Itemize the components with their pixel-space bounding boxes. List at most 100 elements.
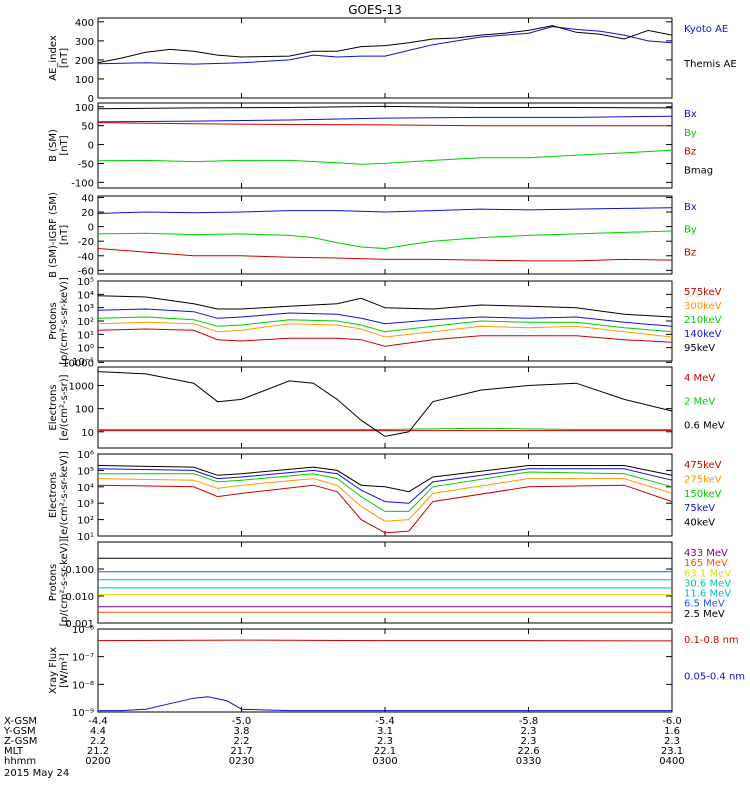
legend-entry: 95keV (684, 343, 715, 354)
axis-row-value: -5.8 (519, 716, 539, 727)
y-tick-label: 20 (81, 208, 94, 219)
y-tick-label: 10000 (62, 358, 94, 369)
y-tick-label: 10⁻⁸ (72, 680, 94, 691)
axis-row-value: 0200 (85, 756, 110, 767)
series-line (97, 207, 673, 214)
x-axis-rows: X-GSM -4.4 -5.0 -5.4 -5.8 -6.0Y-GSM 4.4 3.8 3.1 2… (3, 716, 685, 767)
legend-entry: Bz (684, 247, 696, 258)
legend-entry: 75keV (684, 503, 715, 514)
series-line (97, 639, 673, 642)
y-tick-label: 300 (75, 37, 94, 48)
axis-row-value: -6.0 (662, 716, 682, 727)
series-line (97, 105, 673, 110)
panel-frame (97, 195, 673, 275)
axis-row-value: 23.1 (661, 746, 683, 757)
legend-entry: 165 MeV (684, 558, 728, 569)
y-tick-label: 10⁴ (77, 290, 94, 301)
axis-row-value: 1.6 (664, 726, 680, 737)
axis-row-name: MLT (4, 746, 24, 757)
axis-row-name: Y-GSM (3, 726, 36, 737)
series-line (97, 26, 673, 65)
series-line (98, 471, 673, 512)
legend-entry: 2.5 MeV (684, 609, 725, 620)
y-axis-label: Electrons[e/(cm²-s-sr-keV)] (48, 451, 70, 539)
y-tick-label: -60 (78, 266, 94, 277)
axis-row-value: -5.0 (232, 716, 252, 727)
figure-title: GOES-13 (348, 3, 402, 17)
series-line (97, 321, 673, 338)
axis-row-name: hhmm (4, 756, 36, 767)
y-tick-label: 50 (81, 122, 94, 133)
panel-bigrf: -60 -40 -20 0 20 40 B (SM)-IGRF (SM)[nT] Bx By Bz (48, 192, 697, 278)
y-tick-label: 10⁶ (77, 450, 94, 461)
series-line (97, 308, 673, 327)
legend-entry: By (684, 128, 697, 139)
axis-row-value: 2.3 (521, 736, 537, 747)
legend-entry: 6.5 MeV (684, 599, 725, 610)
y-tick-label: 0.010 (65, 592, 94, 603)
panel-frame (97, 628, 673, 713)
legend-entry: 575keV (684, 287, 722, 298)
series-line (97, 478, 673, 522)
panel-electrons_kev: 10¹ 10² 10³ 10⁴ 10⁵ 10⁶ Electrons[e/(cm²-s-sr-… (48, 450, 722, 543)
y-tick-label: 10³ (77, 499, 94, 510)
legend-entry: 0.1-0.8 nm (684, 635, 739, 646)
y-tick-label: 0 (88, 94, 94, 105)
axis-row-value: 0230 (229, 756, 254, 767)
series-line (97, 468, 673, 504)
axis-row-value: -4.4 (88, 716, 108, 727)
legend-entry: 0.05-0.4 nm (684, 672, 745, 683)
y-tick-label: 10⁵ (77, 466, 94, 477)
y-tick-label: 10³ (77, 304, 94, 315)
y-tick-label: -40 (78, 252, 94, 263)
y-tick-label: 10⁴ (77, 483, 94, 494)
y-tick-label: 10² (77, 516, 94, 527)
series-line (97, 248, 673, 262)
axis-row-name: X-GSM (4, 716, 37, 727)
axis-row-value: 22.1 (374, 746, 396, 757)
panel-protons_mev: 0.001 0.010 0.100Protons[p/(cm²-s-sr-keV)]… (48, 539, 731, 630)
y-axis-label: Xray Flux[W/m²] (48, 647, 70, 694)
legend-entry: 63.1 MeV (684, 568, 731, 579)
y-tick-label: 10⁰ (77, 344, 94, 355)
panel-frame (97, 541, 673, 624)
series-line (97, 122, 672, 127)
series-line (97, 295, 673, 318)
y-tick-label: 10¹ (77, 532, 94, 543)
y-tick-label: 0.001 (65, 619, 94, 630)
axis-row-value: 2.3 (664, 736, 680, 747)
legend-entry: 150keV (684, 489, 722, 500)
axis-row-value: 21.2 (87, 746, 109, 757)
y-tick-label: 100 (75, 103, 94, 114)
axis-row-value: 2.2 (234, 736, 250, 747)
legend-entry: 210keV (684, 315, 722, 326)
axis-row-value: 4.4 (90, 726, 106, 737)
legend-entry: 433 MeV (684, 548, 728, 559)
y-tick-label: 100 (75, 75, 94, 86)
y-tick-label: 10¹ (77, 330, 94, 341)
panel-ae: 0 100 200 300 400 AE_index[nT] Kyoto AE Themis … (48, 17, 737, 105)
axis-row-value: 2.3 (377, 736, 393, 747)
axis-row-value: 3.8 (234, 726, 250, 737)
y-axis-label: B (SM)-IGRF (SM)[nT] (48, 192, 70, 278)
y-tick-label: 100 (75, 405, 94, 416)
axis-row-value: -5.4 (375, 716, 395, 727)
series-line (97, 25, 673, 64)
panel-protons_low: 10⁻¹ 10⁰ 10¹ 10² 10³ 10⁴ 10⁵ Protons[p/(cm²-s-s… (48, 277, 722, 368)
legend-entry: 2 MeV (684, 397, 715, 408)
y-tick-label: 10⁻⁷ (72, 653, 94, 664)
y-tick-label: 400 (75, 18, 94, 29)
y-tick-label: -50 (78, 159, 94, 170)
axis-row-value: 0330 (516, 756, 541, 767)
axis-row-value: 21.7 (230, 746, 252, 757)
y-axis-label: Electrons[e/(cm²-s-sr)] (48, 374, 70, 440)
y-tick-label: 0 (88, 141, 94, 152)
legend-entry: 0.6 MeV (684, 420, 725, 431)
legend-entry: 275keV (684, 474, 722, 485)
axis-row-value: 0400 (659, 756, 684, 767)
series-line (97, 371, 673, 437)
y-tick-label: 10⁵ (77, 277, 94, 288)
legend-entry: By (684, 225, 697, 236)
